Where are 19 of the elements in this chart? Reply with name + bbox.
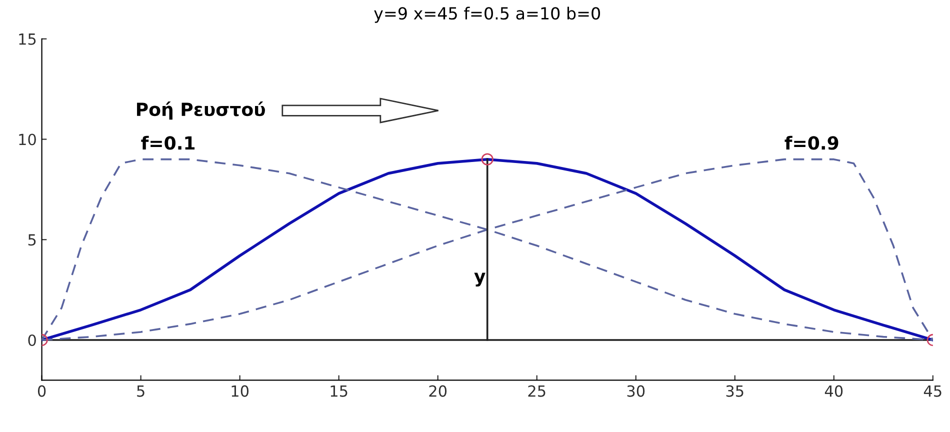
x-tick-label: 30 — [627, 385, 645, 397]
x-tick-label: 40 — [824, 385, 843, 397]
x-tick-label: 20 — [429, 385, 447, 397]
x-tick-label: 35 — [726, 385, 744, 397]
annotation: f=0.1 — [141, 136, 195, 150]
annotation: f=0.9 — [784, 136, 838, 150]
y-tick-label: 0 — [28, 334, 36, 346]
chart-title: y=9 x=45 f=0.5 a=10 b=0 — [374, 6, 600, 23]
y-tick-label: 5 — [28, 234, 36, 246]
x-tick-label: 5 — [137, 385, 144, 397]
x-tick-label: 25 — [528, 385, 546, 397]
x-tick-label: 15 — [330, 385, 348, 397]
y-tick-label: 10 — [19, 134, 36, 146]
x-tick-label: 45 — [924, 385, 942, 397]
x-tick-label: 0 — [38, 385, 46, 397]
annotation: y — [474, 272, 486, 287]
annotation: Ροή Ρευστού — [137, 101, 265, 120]
x-tick-label: 10 — [232, 385, 249, 397]
y-tick-label: 15 — [19, 34, 36, 45]
